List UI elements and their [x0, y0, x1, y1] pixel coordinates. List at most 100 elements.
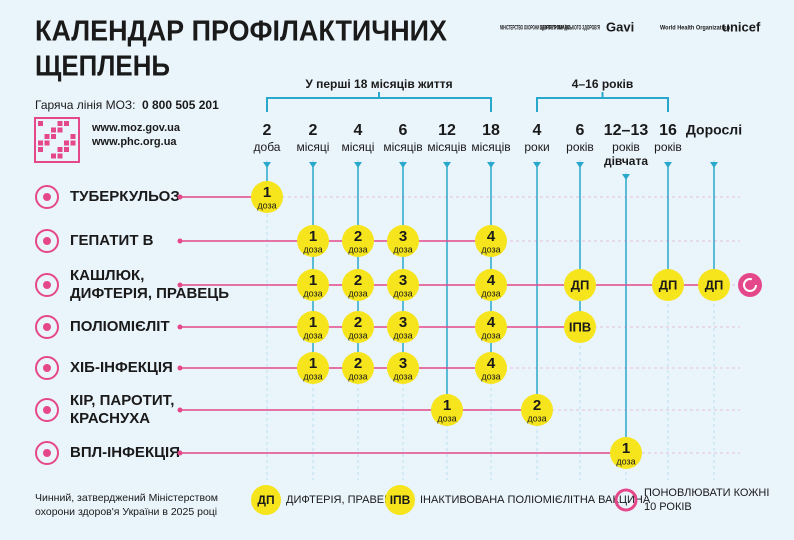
- dose-label: 2: [533, 397, 541, 414]
- dose-label: 4: [487, 272, 496, 289]
- logo-text: ЦЕНТР ГРОМАДСЬКОГО ЗДОРОВ'Я: [540, 26, 600, 32]
- dose-circle: [652, 269, 684, 301]
- dose-circle: [475, 225, 507, 257]
- disease-label: ПОЛІОМІЄЛІТ: [70, 318, 170, 335]
- title-line: КАЛЕНДАР ПРОФІЛАКТИЧНИХ: [35, 16, 448, 48]
- dose-label: ДП: [659, 277, 678, 292]
- disease-label: ДИФТЕРІЯ, ПРАВЕЦЬ: [70, 285, 229, 302]
- dose-label: 3: [399, 355, 407, 372]
- row-start: [177, 238, 183, 244]
- qr-cell: [38, 121, 43, 126]
- column-arrow: [576, 162, 584, 168]
- disease-label: ТУБЕРКУЛЬОЗ: [70, 188, 180, 205]
- row-start: [177, 365, 183, 371]
- row-start: [177, 407, 183, 413]
- disease-icon: [35, 229, 59, 253]
- group-bracket: [266, 92, 492, 112]
- dose-label: 1: [263, 184, 271, 201]
- dose-circle: [387, 269, 419, 301]
- dose-circle: [475, 311, 507, 343]
- column-value: 2: [263, 122, 272, 139]
- column-unit: місяців: [427, 140, 466, 154]
- qr-cell: [51, 153, 56, 159]
- logo-text: unicef: [722, 19, 761, 34]
- dose-label: 2: [354, 355, 362, 372]
- qr-cell: [44, 140, 50, 146]
- footnote: охорони здоров'я України в 2025 році: [35, 506, 217, 518]
- qr-cell: [51, 134, 56, 139]
- link: www.moz.gov.ua: [91, 122, 181, 134]
- dose-sub: доза: [303, 244, 322, 254]
- dose-sub: доза: [348, 330, 367, 340]
- row-start: [177, 450, 183, 456]
- column-value: 2: [309, 122, 318, 139]
- dose-sub: доза: [348, 288, 367, 298]
- dose-circle: [297, 352, 329, 384]
- qr-cell: [70, 140, 76, 146]
- disease-icon-core: [43, 237, 51, 245]
- logo-text: Gavi: [606, 19, 634, 34]
- qr-cell: [38, 147, 43, 152]
- dose-label: 1: [622, 440, 630, 457]
- column-unit: місяці: [297, 140, 330, 154]
- qr-cell: [64, 121, 69, 126]
- dose-circle: [610, 437, 642, 469]
- dose-sub: доза: [303, 288, 322, 298]
- disease-label: КРАСНУХА: [70, 410, 150, 427]
- qr-cell: [38, 140, 43, 146]
- disease-icon: [35, 185, 59, 209]
- renew-icon: [738, 273, 762, 297]
- column-value: 18: [482, 122, 500, 139]
- dose-circle: [342, 352, 374, 384]
- qr-cell: [57, 147, 63, 152]
- dose-label: ДП: [705, 277, 724, 292]
- group-label: У перші 18 місяців життя: [305, 77, 452, 91]
- dose-circle: [475, 269, 507, 301]
- disease-icon-core: [43, 406, 51, 414]
- title-line: ЩЕПЛЕНЬ: [35, 51, 170, 83]
- column-value: 12: [438, 122, 456, 139]
- dose-label: 2: [354, 314, 362, 331]
- qr-cell: [64, 147, 69, 152]
- logo-text: World Health Organization: [660, 26, 730, 32]
- disease-label: ХІБ-ІНФЕКЦІЯ: [70, 359, 173, 376]
- disease-icon-core: [43, 281, 51, 289]
- column-unit: місяців: [471, 140, 510, 154]
- renew-ring: [743, 278, 757, 292]
- row-start: [177, 282, 183, 288]
- dose-label: 3: [399, 228, 407, 245]
- disease-label: КІР, ПАРОТИТ,: [70, 392, 174, 409]
- dose-label: ІПВ: [569, 319, 591, 334]
- column-unit: доба: [254, 140, 281, 154]
- column-arrow: [399, 162, 407, 168]
- column-arrow: [309, 162, 317, 168]
- dose-label: 4: [487, 355, 496, 372]
- legend-text: ПОНОВЛЮВАТИ КОЖНІ: [644, 487, 769, 499]
- dose-sub: доза: [481, 330, 500, 340]
- dose-sub: доза: [481, 288, 500, 298]
- column-unit: років: [654, 140, 682, 154]
- dose-label: 4: [487, 228, 496, 245]
- dose-label: ДП: [571, 277, 590, 292]
- qr-cell: [57, 127, 63, 133]
- column-value: 4: [533, 122, 542, 139]
- disease-icon-core: [43, 323, 51, 331]
- column-note: дівчата: [604, 154, 648, 168]
- column-value: 16: [659, 122, 677, 139]
- column-unit: років: [566, 140, 594, 154]
- legend-mark-label: ДП: [257, 493, 274, 507]
- dose-circle: [387, 311, 419, 343]
- dose-circle: [387, 352, 419, 384]
- dose-sub: доза: [437, 413, 456, 423]
- dose-label: 2: [354, 272, 362, 289]
- row-start: [177, 194, 183, 200]
- legend-mark: [251, 485, 281, 515]
- dose-circle: [342, 269, 374, 301]
- qr-cell: [57, 121, 63, 126]
- column-arrow: [710, 162, 718, 168]
- dose-circle: [564, 311, 596, 343]
- hotline-number: 0 800 505 201: [142, 98, 219, 112]
- legend-mark: [385, 485, 415, 515]
- dose-circle: [431, 394, 463, 426]
